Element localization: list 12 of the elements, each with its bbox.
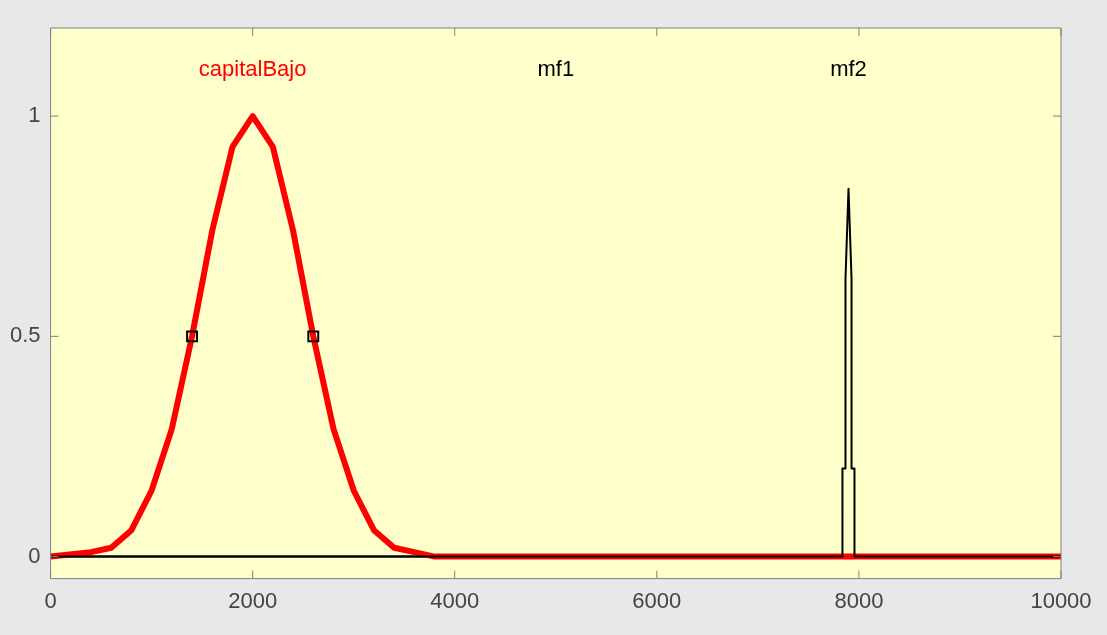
text: capitalBajo: [198, 56, 307, 82]
y-tick-label: 0.5: [9, 322, 41, 348]
x-tick-label: 8000: [834, 587, 884, 613]
annotation: mf1: [537, 56, 575, 82]
x-tick-label: 2000: [228, 587, 278, 613]
x-tick-label: 0: [44, 587, 57, 613]
x-tick-label: 4000: [430, 587, 480, 613]
y-tick-label: 1: [28, 102, 41, 128]
annotation: mf2: [830, 56, 867, 82]
x-tick-label: 6000: [632, 587, 682, 613]
y-tick-label: 0: [28, 542, 41, 568]
x-tick-label: 10000: [1030, 587, 1092, 613]
